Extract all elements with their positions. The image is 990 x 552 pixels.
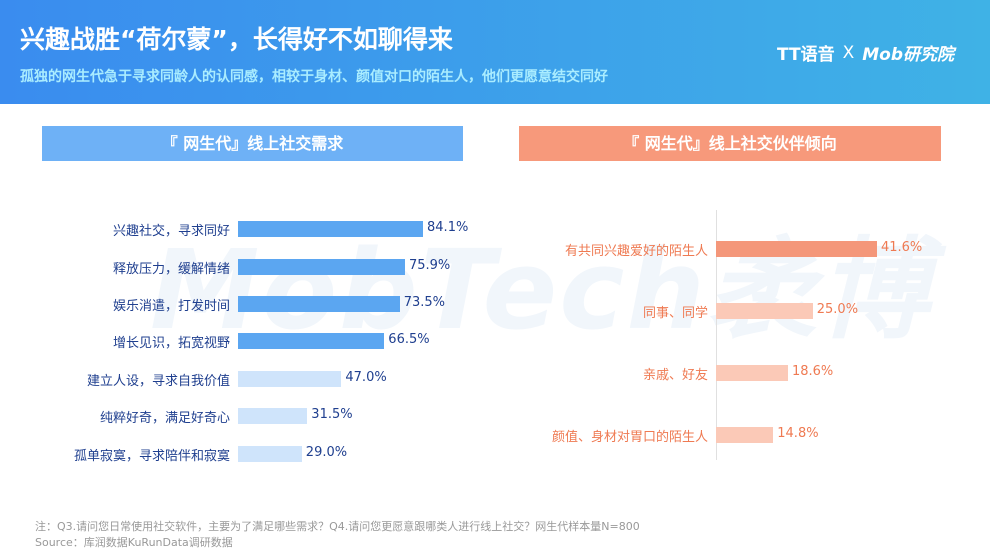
data-label: 25.0% (816, 302, 859, 317)
category-label: 增长见识，拓宽视野 (112, 336, 230, 351)
mob-logo: Mob研究院 (862, 45, 954, 65)
source: Source：库润数据KuRunData调研数据 (35, 536, 233, 549)
data-label: 84.1% (427, 220, 469, 235)
category-label: 同事、同学 (642, 306, 708, 321)
data-label: 47.0% (345, 370, 387, 385)
page-title: 兴趣战胜“荷尔蒙”，长得好不如聊得来 (20, 25, 453, 54)
page-subtitle: 孤独的网生代急于寻求同龄人的认同感，相较于身材、颜值对口的陌生人，他们更愿意结交… (20, 69, 608, 85)
chart-title: 『 网生代』线上社交伙伴倾向 (519, 126, 941, 161)
data-label: 73.5% (403, 295, 445, 310)
bar (238, 333, 385, 349)
category-label: 释放压力，缓解情绪 (112, 262, 230, 277)
bar (238, 446, 302, 462)
bar (716, 365, 788, 381)
bar (238, 221, 424, 237)
bar (238, 259, 405, 275)
data-label: 41.6% (880, 240, 923, 255)
bar (716, 427, 774, 443)
bar (238, 371, 342, 387)
category-label: 孤单寂寞，寻求陪伴和寂寞 (73, 449, 230, 464)
data-label: 31.5% (311, 407, 353, 422)
footnote: 注：Q3.请问您日常使用社交软件，主要为了满足哪些需求？Q4.请问您更愿意跟哪类… (35, 520, 640, 533)
brand-logos: TT语音 X Mob研究院 (776, 40, 954, 66)
bar (238, 408, 308, 424)
data-label: 66.5% (388, 332, 430, 347)
tt-logo: TT语音 (776, 45, 835, 65)
category-label: 亲戚、好友 (642, 368, 708, 383)
data-label: 29.0% (305, 445, 348, 460)
y-axis (716, 210, 717, 460)
category-label: 娱乐消遣，打发时间 (112, 299, 230, 314)
category-label: 建立人设，寻求自我价值 (86, 374, 230, 389)
data-label: 14.8% (777, 426, 819, 441)
header-banner: 兴趣战胜“荷尔蒙”，长得好不如聊得来 孤独的网生代急于寻求同龄人的认同感，相较于… (0, 0, 990, 104)
bar (716, 303, 813, 319)
chart-title: 『 网生代』线上社交需求 (42, 126, 463, 161)
data-label: 18.6% (791, 364, 834, 379)
category-label: 兴趣社交，寻求同好 (112, 224, 230, 239)
bar (716, 241, 877, 257)
bar (238, 296, 400, 312)
category-label: 有共同兴趣爱好的陌生人 (564, 244, 708, 259)
category-label: 纯粹好奇，满足好奇心 (99, 411, 230, 426)
logo-separator: X (842, 42, 855, 63)
category-label: 颜值、身材对胃口的陌生人 (551, 430, 708, 445)
data-label: 75.9% (408, 258, 451, 273)
